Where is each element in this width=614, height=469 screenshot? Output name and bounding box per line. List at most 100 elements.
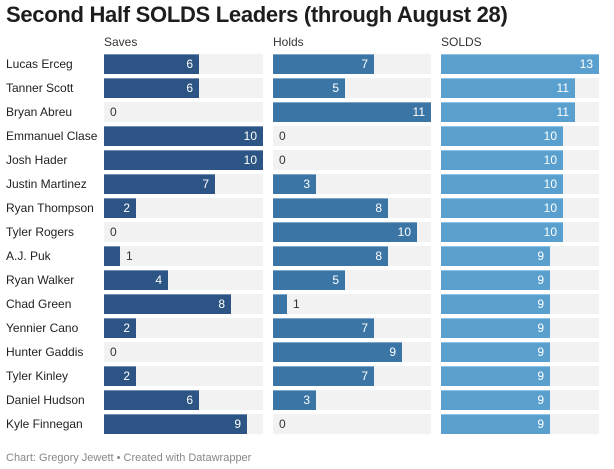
data-label: 0 <box>110 345 117 359</box>
data-label: 10 <box>243 129 257 143</box>
bar-holds <box>273 390 316 410</box>
data-label: 0 <box>279 153 286 167</box>
data-label: 11 <box>556 105 569 119</box>
bar-holds <box>273 102 431 122</box>
data-label: 10 <box>543 153 557 167</box>
bar-track <box>273 414 431 434</box>
bar-track <box>104 102 263 122</box>
row-label: Tyler Kinley <box>6 369 69 383</box>
data-label: 10 <box>543 129 557 143</box>
bar-track <box>104 342 263 362</box>
row-label: Hunter Gaddis <box>6 345 84 359</box>
data-label: 8 <box>375 249 382 263</box>
bar-solds <box>441 366 550 386</box>
bar-saves <box>104 150 263 170</box>
data-label: 0 <box>110 105 117 119</box>
bar-solds <box>441 414 550 434</box>
bar-saves <box>104 270 168 290</box>
data-label: 10 <box>543 177 557 191</box>
row-label: A.J. Puk <box>6 249 51 263</box>
data-label: 6 <box>186 81 193 95</box>
bar-solds <box>441 270 550 290</box>
bar-holds <box>273 366 374 386</box>
bar-saves <box>104 126 263 146</box>
data-label: 9 <box>537 273 544 287</box>
bar-solds <box>441 102 575 122</box>
data-label: 1 <box>293 297 300 311</box>
data-label: 7 <box>361 369 368 383</box>
data-label: 10 <box>543 225 557 239</box>
bar-track <box>273 294 431 314</box>
data-label: 11 <box>412 105 425 119</box>
data-label: 13 <box>579 57 593 71</box>
bar-track <box>104 366 263 386</box>
bar-solds <box>441 126 563 146</box>
data-label: 2 <box>123 201 130 215</box>
row-label: Ryan Walker <box>6 273 75 287</box>
bar-track <box>104 222 263 242</box>
data-label: 10 <box>543 201 557 215</box>
bar-track <box>273 126 431 146</box>
data-label: 2 <box>123 369 130 383</box>
bar-saves <box>104 294 231 314</box>
bar-holds <box>273 54 374 74</box>
data-label: 5 <box>332 273 339 287</box>
data-label: 6 <box>186 393 193 407</box>
row-label: Josh Hader <box>6 153 68 167</box>
bar-solds <box>441 390 550 410</box>
data-label: 9 <box>537 249 544 263</box>
data-label: 10 <box>397 225 411 239</box>
bar-solds <box>441 246 550 266</box>
data-label: 7 <box>361 57 368 71</box>
data-label: 9 <box>537 345 544 359</box>
data-label: 4 <box>155 273 162 287</box>
bar-saves <box>104 390 199 410</box>
bar-holds <box>273 198 388 218</box>
data-label: 9 <box>537 369 544 383</box>
bar-holds <box>273 270 345 290</box>
bar-solds <box>441 342 550 362</box>
bar-holds <box>273 318 374 338</box>
bar-solds <box>441 174 563 194</box>
data-label: 0 <box>279 417 286 431</box>
data-label: 6 <box>186 57 193 71</box>
column-header-holds: Holds <box>273 35 304 49</box>
bar-saves <box>104 414 247 434</box>
data-label: 8 <box>375 201 382 215</box>
bar-holds <box>273 78 345 98</box>
bar-track <box>273 150 431 170</box>
bar-saves <box>104 174 215 194</box>
data-label: 9 <box>537 393 544 407</box>
row-label: Lucas Erceg <box>6 57 73 71</box>
data-label: 2 <box>123 321 130 335</box>
bar-solds <box>441 150 563 170</box>
bar-solds <box>441 54 599 74</box>
bar-saves <box>104 318 136 338</box>
bar-solds <box>441 318 550 338</box>
row-label: Justin Martinez <box>6 177 87 191</box>
row-label: Ryan Thompson <box>6 201 94 215</box>
data-label: 7 <box>361 321 368 335</box>
data-label: 8 <box>218 297 225 311</box>
row-label: Tyler Rogers <box>6 225 75 239</box>
data-label: 9 <box>537 297 544 311</box>
data-label: 3 <box>303 177 310 191</box>
bar-track <box>104 318 263 338</box>
bar-holds <box>273 222 417 242</box>
bar-holds <box>273 246 388 266</box>
row-label: Yennier Cano <box>6 321 79 335</box>
bar-saves <box>104 198 136 218</box>
bar-saves <box>104 54 199 74</box>
data-label: 1 <box>126 249 133 263</box>
row-label: Kyle Finnegan <box>6 417 83 431</box>
data-label: 9 <box>537 321 544 335</box>
bar-solds <box>441 294 550 314</box>
row-label: Emmanuel Clase <box>6 129 98 143</box>
data-label: 5 <box>332 81 339 95</box>
data-label: 3 <box>303 393 310 407</box>
row-label: Daniel Hudson <box>6 393 85 407</box>
bar-saves <box>104 366 136 386</box>
bar-holds <box>273 342 402 362</box>
bar-solds <box>441 78 575 98</box>
data-label: 9 <box>234 417 241 431</box>
